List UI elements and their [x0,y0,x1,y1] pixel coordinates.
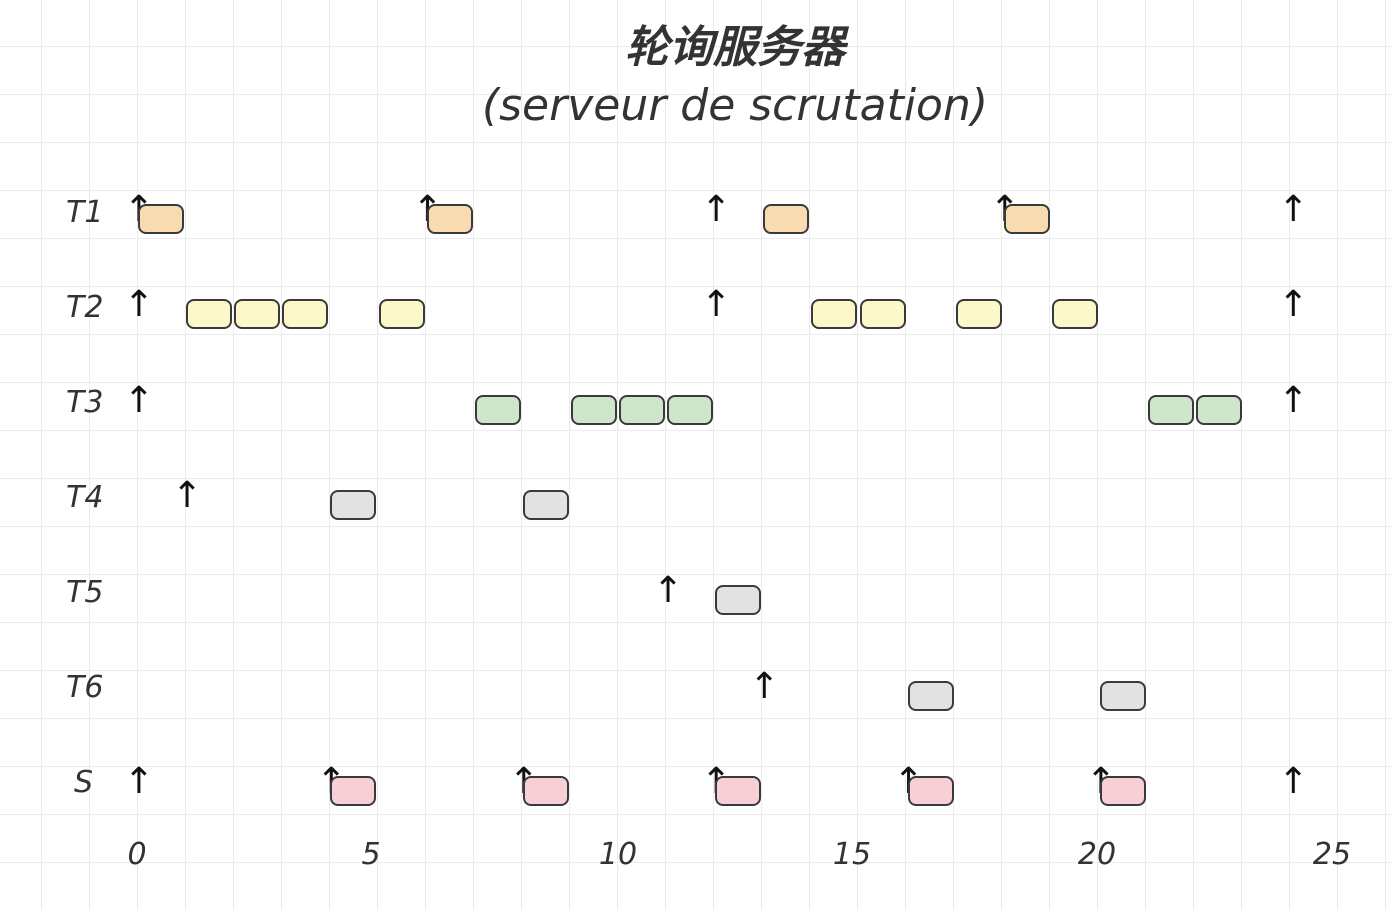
job-block-t2 [234,299,281,330]
arrival-arrow-t4: ↑ [172,474,203,516]
arrival-arrow-t6: ↑ [749,665,780,707]
job-block-t2 [955,299,1002,330]
job-block-t3 [570,394,617,425]
job-block-t4 [330,489,377,520]
row-label-s: S [74,765,94,800]
job-block-t6 [1100,680,1147,711]
job-block-t1 [763,204,810,234]
axis-tick-label: 25 [1312,837,1352,872]
job-block-t3 [1196,394,1243,425]
arrival-arrow-s: ↑ [123,760,155,802]
arrival-arrow-t1: ↑ [701,189,732,230]
job-block-t2 [378,299,425,330]
job-block-t4 [522,489,569,520]
job-block-t2 [811,299,858,330]
job-block-s [907,775,954,806]
job-block-t2 [186,299,233,330]
row-label-t5: T5 [66,575,104,610]
job-block-t1 [426,204,473,234]
arrival-arrow-t2: ↑ [1278,284,1309,326]
job-block-t3 [474,394,521,425]
row-label-t2: T2 [66,290,104,325]
axis-tick-label: 15 [832,837,872,872]
arrival-arrow-t1: ↑ [1278,189,1309,230]
job-block-t6 [907,680,954,711]
job-block-t5 [715,585,762,616]
diagram-subtitle: (serveur de scrutation) [481,80,989,131]
axis-tick-label: 5 [361,837,381,872]
job-block-t1 [138,204,185,234]
job-block-t2 [859,299,906,330]
axis-tick-label: 10 [598,837,638,872]
arrival-arrow-t3: ↑ [123,379,155,421]
row-label-t3: T3 [66,385,104,420]
job-block-s [1100,775,1147,806]
arrival-arrow-t2: ↑ [701,284,732,326]
job-block-t3 [667,394,714,425]
arrival-arrow-s: ↑ [1278,760,1309,802]
job-block-t2 [1051,299,1098,330]
row-label-t4: T4 [66,480,104,515]
job-block-s [330,775,377,806]
job-block-t3 [1148,394,1195,425]
job-block-t3 [619,394,666,425]
diagram-title: 轮询服务器 [625,22,845,73]
arrival-arrow-t3: ↑ [1278,379,1309,421]
job-block-s [522,775,569,806]
arrival-arrow-t5: ↑ [653,570,684,612]
arrival-arrow-t2: ↑ [123,284,155,326]
axis-tick-label: 20 [1077,837,1117,872]
job-block-t2 [282,299,329,330]
axis-tick-label: 0 [127,837,147,872]
row-label-t6: T6 [66,670,104,705]
job-block-s [715,775,762,806]
job-block-t1 [1003,204,1050,234]
row-label-t1: T1 [66,195,104,230]
